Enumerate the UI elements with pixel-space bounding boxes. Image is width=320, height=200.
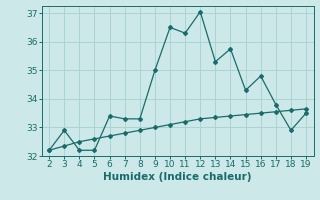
X-axis label: Humidex (Indice chaleur): Humidex (Indice chaleur) <box>103 172 252 182</box>
